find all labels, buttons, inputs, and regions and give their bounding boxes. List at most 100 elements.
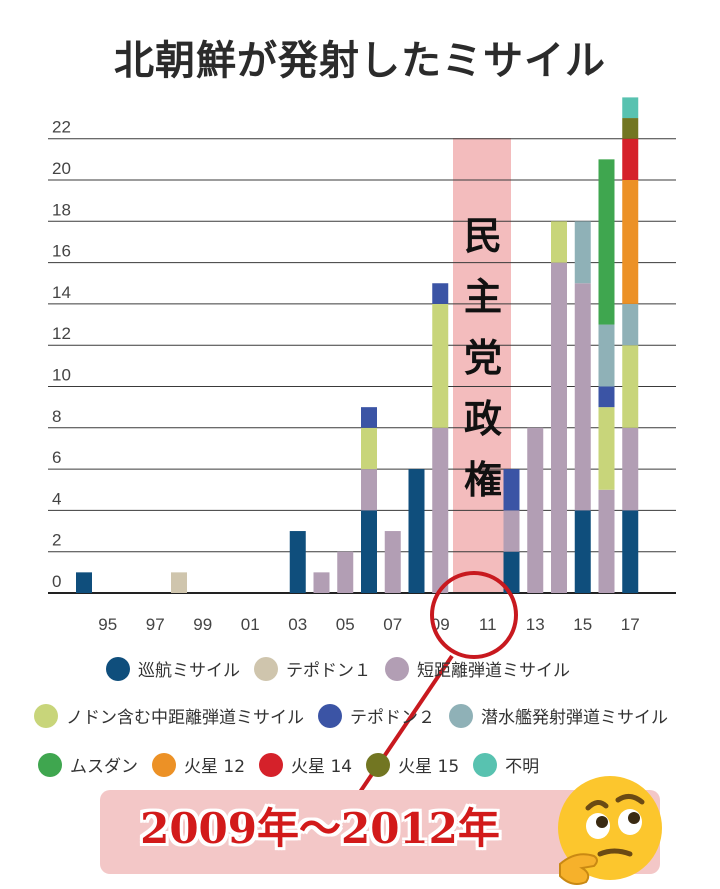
legend-row: ノドン含む中距離弾道ミサイル テポドン２ 潜水艦発射弾道ミサイル (34, 703, 682, 728)
bar-segment (503, 551, 520, 593)
legend-swatch (366, 752, 391, 777)
legend-item: 火星 15 (366, 752, 459, 777)
bar-segment (622, 427, 639, 511)
y-tick-label: 8 (52, 407, 61, 426)
chart-title: 北朝鮮が発射したミサイル (114, 38, 606, 84)
y-tick-label: 20 (52, 159, 71, 178)
y-tick-label: 14 (52, 283, 71, 302)
callout-label: 2009年～2012年 (140, 804, 500, 853)
legend-swatch (449, 703, 473, 728)
y-tick-label: 18 (52, 200, 71, 219)
y-tick-label: 10 (52, 366, 71, 385)
bar-segment (622, 180, 639, 304)
bar-segment (503, 510, 520, 552)
legend-item: テポドン２ (318, 703, 435, 728)
bar-segment (622, 138, 639, 180)
bar-segment (574, 221, 591, 284)
legend-item: ムスダン (38, 752, 138, 777)
bar-segment (432, 427, 449, 593)
x-tick-label: 01 (241, 615, 260, 634)
x-tick-label: 07 (383, 615, 402, 634)
bar-layer (76, 97, 639, 593)
highlight-label: 民主党政権 (463, 213, 502, 502)
bar-segment (432, 303, 449, 428)
bar-segment (622, 118, 639, 139)
bar-segment (551, 221, 567, 263)
thinking-face-icon (558, 776, 662, 885)
legend-item: ノドン含む中距離弾道ミサイル (34, 703, 304, 728)
x-tick-label: 17 (621, 615, 640, 634)
x-tick-label: 97 (146, 615, 165, 634)
bar-segment (361, 469, 377, 511)
bar-segment (598, 159, 615, 325)
x-tick-label: 05 (336, 615, 355, 634)
y-tick-label: 12 (52, 324, 71, 343)
x-tick-label: 95 (98, 615, 117, 634)
bar-segment (598, 324, 615, 387)
bar-segment (171, 572, 187, 593)
y-tick-label: 0 (52, 572, 61, 591)
bar-segment (76, 572, 92, 593)
bar-segment (622, 345, 639, 428)
x-tick-label: 99 (193, 615, 212, 634)
bar-segment (622, 303, 639, 346)
bar-segment (574, 283, 591, 511)
legend-row: ムスダン 火星 12 火星 14 火星 15 不明 (38, 752, 553, 777)
legend-label: ムスダン (70, 757, 138, 777)
y-tick-label: 2 (52, 531, 61, 550)
legend-swatch (152, 752, 176, 777)
legend-item: 不明 (473, 752, 539, 777)
bar-segment (622, 510, 639, 593)
legend-swatch (473, 752, 498, 777)
bar-segment (598, 407, 615, 490)
legend-label: 巡航ミサイル (138, 661, 240, 681)
legend-item: 潜水艦発射弾道ミサイル (449, 703, 668, 728)
bar-segment (361, 510, 377, 593)
legend-label: 潜水艦発射弾道ミサイル (481, 708, 668, 728)
legend-swatch (34, 703, 58, 728)
legend-label: 火星 12 (184, 757, 246, 777)
legend-label: 火星 15 (398, 757, 460, 777)
highlight-circle (430, 571, 518, 659)
bar-segment (313, 572, 330, 593)
bar-segment (503, 469, 520, 511)
x-tick-label: 15 (573, 615, 592, 634)
x-tick-label: 13 (526, 615, 545, 634)
bar-segment (622, 97, 639, 119)
legend-item: 短距離弾道ミサイル (385, 656, 570, 681)
legend-label: テポドン２ (350, 708, 435, 728)
bar-segment (527, 427, 544, 593)
legend-swatch (385, 656, 409, 681)
bar-segment (598, 489, 615, 593)
legend-swatch (259, 752, 284, 777)
legend-item: 火星 14 (259, 752, 352, 777)
legend-swatch (254, 656, 278, 681)
legend-swatch (106, 656, 130, 681)
legend-swatch (318, 703, 342, 728)
bar-segment (337, 551, 354, 593)
legend-label: 短距離弾道ミサイル (417, 661, 570, 681)
highlight-layer (453, 138, 511, 593)
bar-segment (361, 427, 377, 470)
legend-label: 不明 (505, 757, 540, 777)
y-tick-label: 4 (52, 489, 61, 508)
x-tick-label: 11 (479, 615, 497, 634)
legend-swatch (38, 752, 62, 777)
bar-segment (408, 469, 425, 593)
legend-item: 巡航ミサイル (106, 656, 240, 681)
y-tick-label: 16 (52, 242, 71, 261)
legend-label: 火星 14 (291, 757, 353, 777)
y-tick-label: 22 (52, 118, 71, 137)
legend-item: 火星 12 (152, 752, 245, 777)
legend-row: 巡航ミサイル テポドン１ 短距離弾道ミサイル (106, 656, 584, 681)
legend-item: テポドン１ (254, 656, 371, 681)
bar-segment (384, 531, 401, 593)
bar-segment (289, 531, 306, 593)
bar-segment (432, 283, 449, 304)
bar-segment (361, 407, 377, 428)
bar-segment (574, 510, 591, 593)
highlight-band (453, 138, 511, 593)
y-tick-label: 6 (52, 448, 61, 467)
bar-segment (551, 262, 567, 593)
